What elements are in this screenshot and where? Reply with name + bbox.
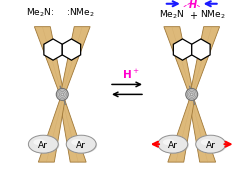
Ellipse shape — [29, 137, 59, 154]
Polygon shape — [38, 98, 65, 162]
Polygon shape — [34, 27, 63, 90]
Text: Me$_2$N: Me$_2$N — [158, 9, 184, 21]
Text: Ar: Ar — [167, 141, 177, 150]
Polygon shape — [167, 98, 194, 162]
Ellipse shape — [66, 135, 96, 153]
Polygon shape — [190, 27, 219, 90]
Text: NMe$_2$: NMe$_2$ — [199, 9, 224, 21]
Text: +: + — [188, 11, 196, 21]
Ellipse shape — [67, 137, 97, 154]
Text: Ar: Ar — [205, 141, 215, 150]
Polygon shape — [59, 98, 86, 162]
Circle shape — [185, 88, 197, 100]
Text: Me$_2$N:: Me$_2$N: — [26, 7, 54, 19]
Text: Ar: Ar — [38, 141, 48, 150]
Ellipse shape — [33, 139, 45, 145]
Polygon shape — [191, 39, 209, 60]
Polygon shape — [62, 39, 80, 60]
Polygon shape — [188, 98, 215, 162]
Ellipse shape — [157, 135, 187, 153]
Ellipse shape — [195, 135, 225, 153]
Polygon shape — [173, 39, 191, 60]
Polygon shape — [61, 27, 90, 90]
Text: :NMe$_2$: :NMe$_2$ — [66, 7, 94, 19]
Ellipse shape — [71, 139, 83, 145]
Text: Ar: Ar — [76, 141, 86, 150]
Polygon shape — [44, 39, 62, 60]
Ellipse shape — [196, 137, 226, 154]
Ellipse shape — [200, 139, 212, 145]
Ellipse shape — [162, 139, 174, 145]
Ellipse shape — [28, 135, 58, 153]
Circle shape — [61, 94, 63, 95]
Circle shape — [190, 94, 192, 95]
Text: H: H — [188, 0, 196, 10]
Ellipse shape — [158, 137, 188, 154]
Polygon shape — [163, 27, 192, 90]
Circle shape — [56, 88, 68, 100]
Text: H$^+$: H$^+$ — [122, 68, 139, 81]
